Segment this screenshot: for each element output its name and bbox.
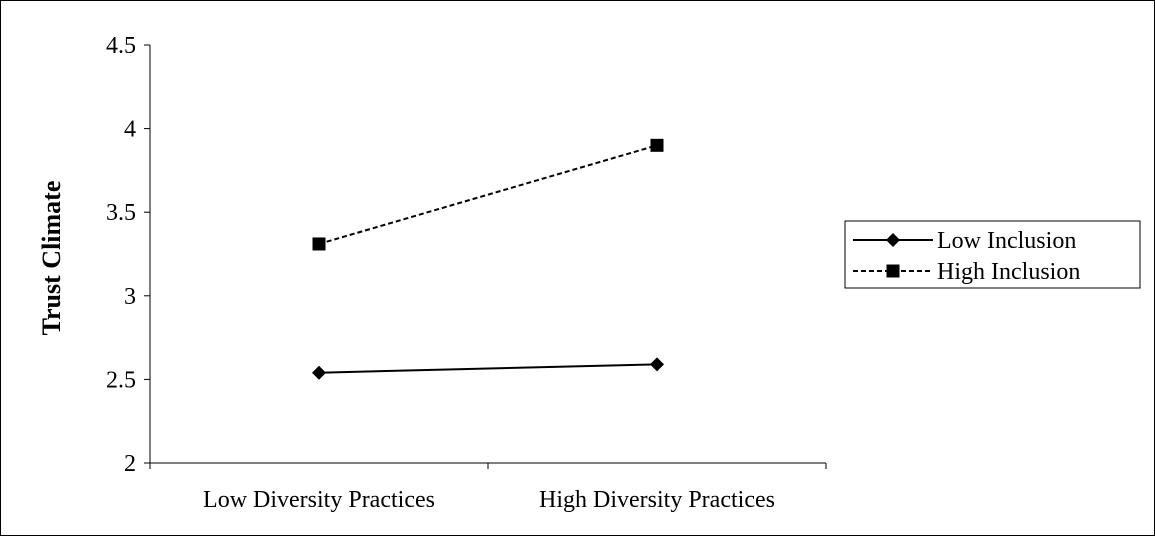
square-marker <box>650 138 664 152</box>
square-marker <box>886 264 900 278</box>
legend-item: Low Inclusion <box>853 228 1076 254</box>
legend-label: High Inclusion <box>937 259 1080 285</box>
square-marker <box>312 237 326 251</box>
y-tick-label: 3.5 <box>106 200 136 226</box>
legend-label: Low Inclusion <box>937 228 1076 254</box>
legend-item: High Inclusion <box>853 259 1080 285</box>
x-axis: Low Diversity Practices High Diversity Pr… <box>149 462 827 513</box>
y-tick-label: 3 <box>124 284 136 310</box>
series-low-inclusion <box>312 357 664 380</box>
x-category-label: High Diversity Practices <box>539 487 775 513</box>
diamond-marker <box>312 365 326 380</box>
x-category-label: Low Diversity Practices <box>203 487 435 513</box>
y-tick-label: 4.5 <box>106 33 136 59</box>
y-tick-label: 2 <box>124 451 136 477</box>
series-line <box>318 363 658 374</box>
y-axis: 2 2.5 3 3.5 4 4.5 <box>106 33 151 477</box>
y-tick-label: 4 <box>124 117 136 143</box>
y-axis-label: Trust Climate <box>37 181 66 336</box>
series-line <box>318 144 658 245</box>
series-high-inclusion <box>312 138 664 251</box>
series-group <box>312 138 664 380</box>
diamond-marker <box>650 357 664 372</box>
diamond-marker <box>886 233 900 247</box>
y-tick-label: 2.5 <box>106 367 136 393</box>
legend: Low Inclusion High Inclusion <box>844 220 1141 289</box>
